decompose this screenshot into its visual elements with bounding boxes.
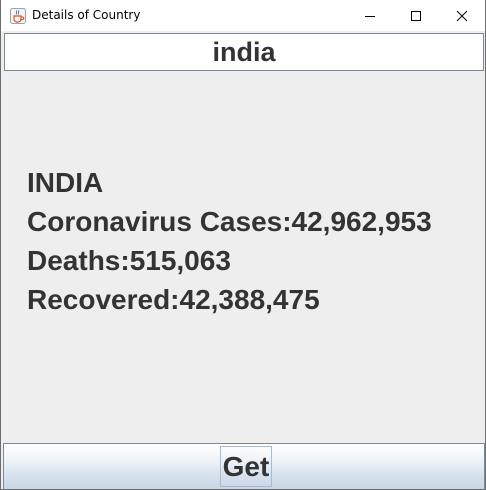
recovered-text: Recovered:42,388,475 [27,280,432,319]
maximize-icon [410,10,422,22]
window-title: Details of Country [32,0,347,31]
get-button-area[interactable]: Get [3,443,485,490]
country-name: INDIA [27,163,432,202]
close-icon [456,10,468,22]
deaths-text: Deaths:515,063 [27,241,432,280]
minimize-icon [364,10,376,22]
minimize-button[interactable] [347,0,393,31]
title-bar[interactable]: Details of Country [1,0,485,31]
get-button[interactable]: Get [220,446,272,487]
close-button[interactable] [439,0,485,31]
maximize-button[interactable] [393,0,439,31]
cases-text: Coronavirus Cases:42,962,953 [27,202,432,241]
country-details: INDIA Coronavirus Cases:42,962,953 Death… [27,163,432,319]
country-input[interactable]: india [4,33,484,71]
java-cup-icon [10,8,26,24]
